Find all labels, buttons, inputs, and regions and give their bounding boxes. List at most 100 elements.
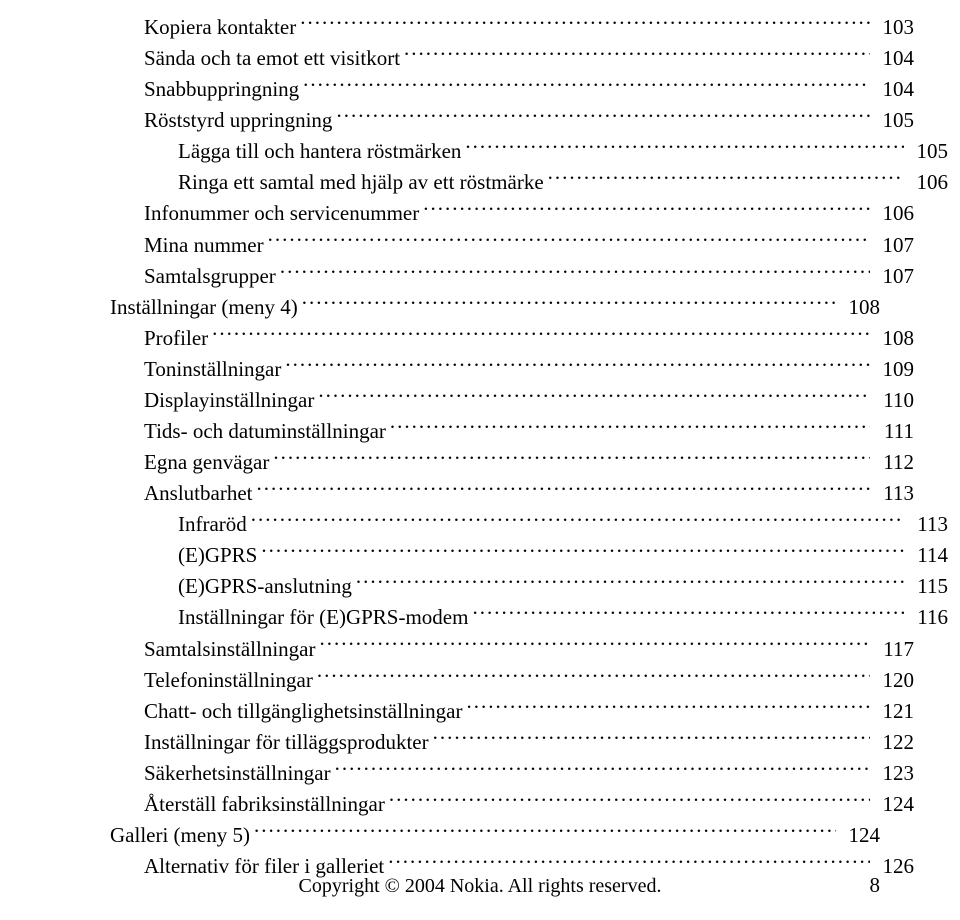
toc-page-number: 115: [908, 571, 948, 602]
toc-page-number: 121: [874, 696, 914, 727]
toc-title: Kopiera kontakter: [144, 12, 296, 43]
toc-title: Profiler: [144, 323, 208, 354]
toc-page-number: 116: [908, 602, 948, 633]
table-of-contents: Kopiera kontakter103Sända och ta emot et…: [110, 12, 880, 882]
copyright-text: Copyright © 2004 Nokia. All rights reser…: [299, 875, 662, 897]
toc-title: Snabbuppringning: [144, 74, 299, 105]
toc-leader: [280, 262, 870, 283]
toc-title: Återställ fabriksinställningar: [144, 789, 385, 820]
toc-title: Inställningar (meny 4): [110, 292, 298, 323]
toc-leader: [466, 697, 870, 718]
toc-row: Säkerhetsinställningar 123: [110, 758, 914, 789]
toc-leader: [302, 293, 836, 314]
toc-title: Anslutbarhet: [144, 478, 252, 509]
toc-title: Telefoninställningar: [144, 665, 313, 696]
toc-page-number: 113: [908, 509, 948, 540]
toc-row: Snabbuppringning 104: [110, 74, 914, 105]
toc-leader: [356, 572, 904, 593]
toc-row: Toninställningar 109: [110, 354, 914, 385]
toc-leader: [389, 790, 870, 811]
toc-row: (E)GPRS114: [110, 540, 948, 571]
toc-row: (E)GPRS-anslutning 115: [110, 571, 948, 602]
toc-row: Chatt- och tillgänglighetsinställningar 1…: [110, 696, 914, 727]
toc-page-number: 107: [874, 261, 914, 292]
toc-row: Infonummer och servicenummer 106: [110, 198, 914, 229]
toc-page-number: 122: [874, 727, 914, 758]
toc-title: Samtalsinställningar: [144, 634, 315, 665]
toc-row: Infraröd 113: [110, 509, 948, 540]
toc-title: Inställningar för (E)GPRS-modem: [178, 602, 468, 633]
toc-page-number: 105: [908, 136, 948, 167]
toc-page-number: 106: [908, 167, 948, 198]
page-number: 8: [870, 873, 881, 898]
toc-title: Egna genvägar: [144, 447, 269, 478]
toc-row: Återställ fabriksinställningar124: [110, 789, 914, 820]
toc-row: Telefoninställningar120: [110, 665, 914, 696]
toc-title: (E)GPRS-anslutning: [178, 571, 352, 602]
toc-title: Sända och ta emot ett visitkort: [144, 43, 400, 74]
toc-leader: [390, 417, 870, 438]
document-page: Kopiera kontakter103Sända och ta emot et…: [0, 0, 960, 920]
toc-row: Inställningar (meny 4) 108: [110, 292, 880, 323]
toc-row: Inställningar för tilläggsprodukter 122: [110, 727, 914, 758]
toc-row: Kopiera kontakter 103: [110, 12, 914, 43]
toc-page-number: 104: [874, 74, 914, 105]
toc-row: Sända och ta emot ett visitkort 104: [110, 43, 914, 74]
toc-row: Samtalsgrupper 107: [110, 261, 914, 292]
toc-leader: [317, 666, 870, 687]
toc-title: Säkerhetsinställningar: [144, 758, 331, 789]
toc-row: Egna genvägar 112: [110, 447, 914, 478]
toc-leader: [548, 168, 904, 189]
toc-row: Inställningar för (E)GPRS-modem 116: [110, 602, 948, 633]
toc-title: Ringa ett samtal med hjälp av ett röstmä…: [178, 167, 544, 198]
toc-title: Samtalsgrupper: [144, 261, 276, 292]
toc-page-number: 112: [874, 447, 914, 478]
toc-title: Inställningar för tilläggsprodukter: [144, 727, 429, 758]
toc-page-number: 124: [840, 820, 880, 851]
toc-leader: [433, 728, 870, 749]
toc-page-number: 111: [874, 416, 914, 447]
toc-leader: [335, 759, 870, 780]
toc-leader: [261, 541, 904, 562]
toc-page-number: 109: [874, 354, 914, 385]
toc-page-number: 104: [874, 43, 914, 74]
toc-title: Toninställningar: [144, 354, 281, 385]
toc-row: Lägga till och hantera röstmärken105: [110, 136, 948, 167]
toc-leader: [273, 448, 870, 469]
toc-title: Infonummer och servicenummer: [144, 198, 419, 229]
toc-row: Mina nummer107: [110, 230, 914, 261]
toc-title: Chatt- och tillgänglighetsinställningar: [144, 696, 462, 727]
toc-title: Infraröd: [178, 509, 247, 540]
toc-page-number: 106: [874, 198, 914, 229]
toc-row: Röststyrd uppringning105: [110, 105, 914, 136]
toc-page-number: 123: [874, 758, 914, 789]
toc-row: Samtalsinställningar117: [110, 634, 914, 665]
page-footer: Copyright © 2004 Nokia. All rights reser…: [0, 875, 960, 898]
toc-page-number: 105: [874, 105, 914, 136]
toc-leader: [318, 386, 870, 407]
toc-leader: [319, 635, 870, 656]
toc-page-number: 103: [874, 12, 914, 43]
toc-leader: [423, 199, 870, 220]
toc-title: Galleri (meny 5): [110, 820, 250, 851]
toc-leader: [251, 510, 904, 531]
toc-leader: [254, 821, 836, 842]
toc-leader: [268, 231, 870, 252]
toc-row: Anslutbarhet113: [110, 478, 914, 509]
toc-leader: [256, 479, 870, 500]
toc-leader: [404, 44, 870, 65]
toc-leader: [300, 13, 870, 34]
toc-leader: [388, 852, 870, 873]
toc-page-number: 110: [874, 385, 914, 416]
toc-page-number: 108: [840, 292, 880, 323]
toc-row: Tids- och datuminställningar 111: [110, 416, 914, 447]
toc-title: Mina nummer: [144, 230, 264, 261]
toc-leader: [336, 106, 870, 127]
toc-title: Displayinställningar: [144, 385, 314, 416]
toc-row: Galleri (meny 5) 124: [110, 820, 880, 851]
toc-row: Profiler 108: [110, 323, 914, 354]
toc-page-number: 108: [874, 323, 914, 354]
toc-title: Tids- och datuminställningar: [144, 416, 386, 447]
toc-leader: [303, 75, 870, 96]
toc-page-number: 114: [908, 540, 948, 571]
